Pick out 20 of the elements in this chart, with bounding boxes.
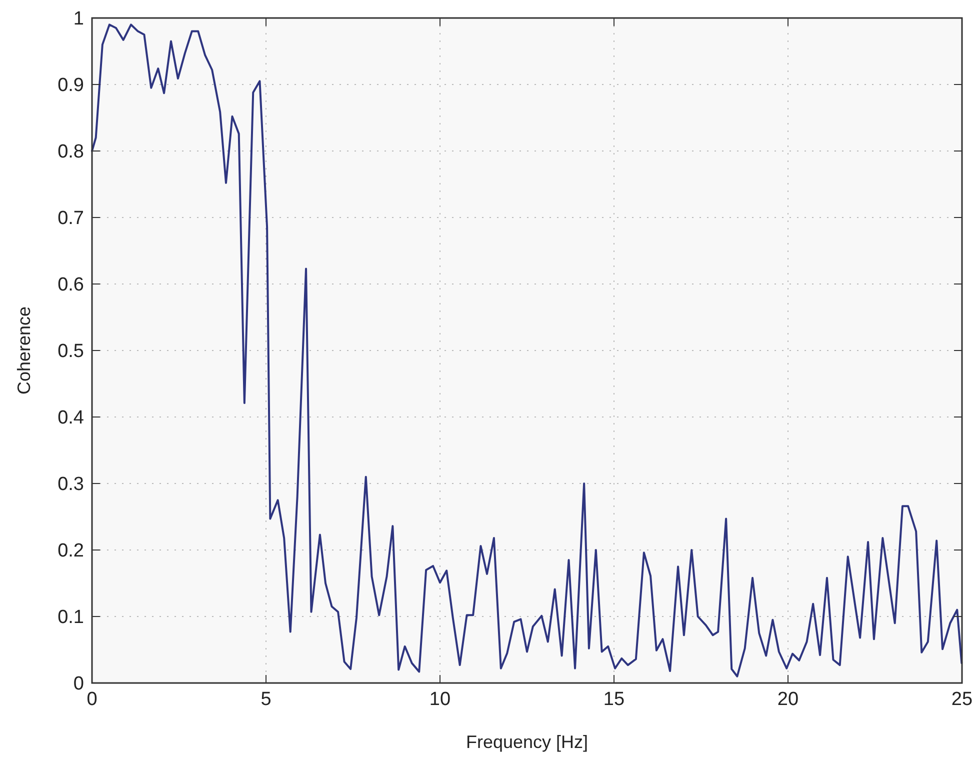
y-axis-title: Coherence — [14, 306, 34, 395]
y-tick-label: 0.6 — [58, 274, 84, 296]
x-tick-label: 20 — [777, 689, 799, 710]
line-series — [91, 24, 963, 678]
y-tick-label: 0.5 — [58, 341, 84, 362]
y-tick-label: 0.2 — [58, 540, 84, 562]
y-tick-label: 0.7 — [58, 208, 84, 230]
y-tick-label: 0 — [73, 674, 84, 695]
y-tick-label: 0.9 — [58, 75, 84, 96]
x-tick-label: 15 — [603, 689, 625, 710]
y-tick-label: 1 — [73, 8, 84, 30]
y-tick-label: 0.8 — [58, 142, 84, 163]
x-tick-label: 5 — [260, 689, 272, 710]
x-axis-title: Frequency [Hz] — [466, 732, 588, 752]
y-tick-label: 0.4 — [58, 408, 84, 429]
x-tick-label: 25 — [951, 689, 973, 710]
x-tick-label: 0 — [86, 689, 98, 710]
y-tick-label: 0.1 — [58, 607, 84, 628]
y-tick-label: 0.3 — [58, 474, 84, 496]
x-tick-label: 10 — [429, 689, 451, 710]
